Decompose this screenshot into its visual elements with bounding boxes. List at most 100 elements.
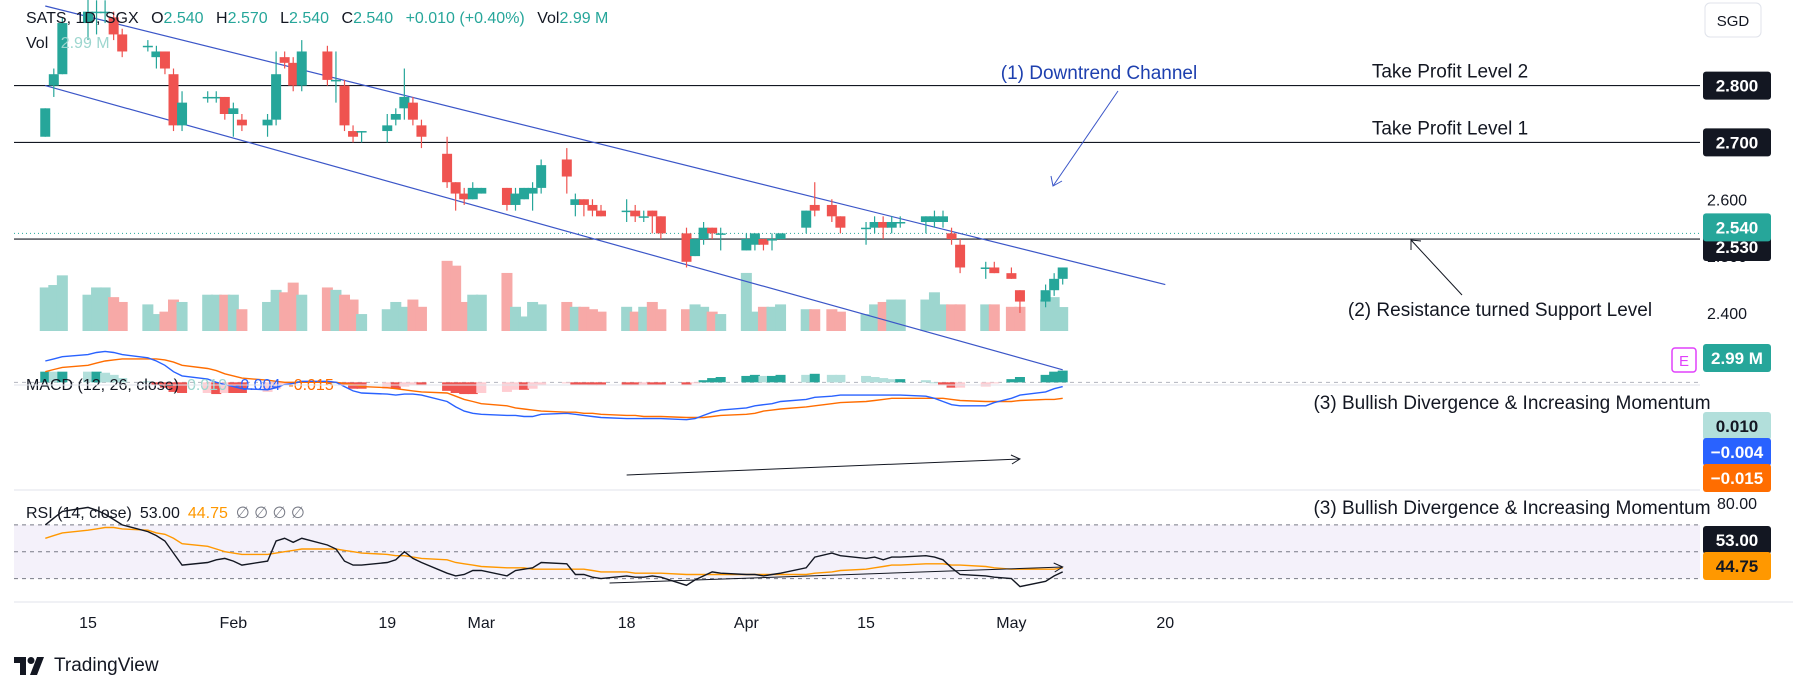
price-tick-label: 2.600 [1707,192,1747,209]
rsi-ma-badge-label: 44.75 [1716,557,1759,576]
candle-body [339,85,350,126]
candle-body [416,125,427,137]
candle-body [390,114,401,120]
macd-histogram-bar [91,371,102,383]
candle-body [151,51,162,58]
candle-body [920,216,931,222]
macd-value-badge: −0.004 [1703,438,1771,466]
macd-arrow-head [1010,454,1022,465]
macd-histogram-bar [655,382,666,385]
tradingview-logo[interactable]: TradingView [14,655,159,677]
volume-bar [638,306,650,331]
candle-body [142,45,153,48]
macd-histogram-bar [40,371,51,383]
volume-bar [928,292,940,331]
time-tick-label: 19 [378,615,396,632]
time-tick-label: Mar [468,615,496,632]
volume-bar [142,304,154,331]
volume-bar [82,294,94,331]
candle-body [100,11,111,14]
annotation-resistance-support[interactable]: (2) Resistance turned Support Level [1348,300,1652,321]
candle-body [715,233,726,235]
macd-histogram-bar [48,371,59,383]
rsi-arrow-head [1053,562,1064,573]
volume-bar [681,309,692,331]
candle-body [775,233,786,240]
candle-body [561,159,572,177]
macd-histogram-bar [117,378,128,383]
candle-body [279,57,290,63]
tradingview-logo-icon [14,657,44,675]
volume-bar [706,311,718,331]
candle-body [228,108,239,114]
candle-body [108,17,119,35]
volume-bar [458,301,470,331]
volume-bar [1048,297,1060,331]
volume-bar [150,314,162,331]
volume-bar [800,309,812,331]
macd-histogram-bar [151,382,162,385]
last-price-badge-label: 2.540 [1716,218,1759,237]
volume-bar [321,287,333,331]
legend-line: SATS, 1D, SGX O2.540 H2.570 L2.540 C2.54… [26,10,608,27]
volume-bar [535,304,547,331]
candle-body [322,51,333,80]
candle-body [450,182,461,194]
macd-hist-badge: 0.010 [1703,412,1771,440]
price-tick-label: 2.400 [1707,306,1747,323]
candle-body [638,216,649,218]
volume-bar [510,306,521,331]
macd-histogram-bar [989,382,1000,384]
volume-bar [1040,299,1052,331]
annotation-macd-divergence[interactable]: (3) Bullish Divergence & Increasing Mome… [1313,393,1710,414]
earnings-marker[interactable]: E [1671,347,1697,373]
macd-histogram-bar [596,382,606,386]
volume-bar [937,304,949,331]
rsi-line [44,506,1063,588]
volume-bar [407,299,419,331]
candle-body [262,119,273,126]
volume-bar [621,306,633,331]
annotation-arrow-head-resistance [1410,239,1422,250]
volume-bar [946,304,958,331]
volume-bar [569,306,581,331]
channel-lower-line[interactable] [45,85,1063,371]
volume-bar [381,309,393,331]
candle-body [749,233,760,245]
candle-body [946,233,957,240]
candle-body [399,96,410,109]
macd-histogram-bar [621,382,632,386]
candle-body [407,102,418,120]
candle-body [655,216,666,234]
annotation-rsi-divergence[interactable]: (3) Bullish Divergence & Increasing Mome… [1313,498,1710,519]
macd-divergence-arrow[interactable] [626,458,1020,476]
macd-histogram-bar [236,382,247,393]
macd-histogram-bar [202,382,213,393]
volume-bar [646,301,658,331]
volume-bar [450,265,462,331]
macd-histogram-bar [399,382,410,387]
volume-bar [287,282,299,331]
volume-bar [655,309,667,331]
rsi-tick-label: 80.00 [1717,496,1757,513]
volume-bar [347,299,359,331]
volume-bar [296,294,308,331]
volume-bar [279,292,291,331]
macd-signal-line [45,358,1063,419]
candle-body [980,267,991,269]
macd-histogram-bar [681,382,692,385]
channel-upper-line[interactable] [45,5,1166,286]
volume-bar [988,304,1000,331]
volume-bar [826,309,838,331]
currency-button[interactable]: SGD [1704,2,1762,38]
annotation-downtrend-channel[interactable]: (1) Downtrend Channel [1001,63,1197,84]
rsi-divergence-arrow[interactable] [609,566,1063,584]
time-tick-label: 20 [1156,615,1174,632]
macd-histogram-bar [758,375,769,383]
volume-bar [39,287,51,331]
candle-body [510,193,521,205]
candle-body [536,165,547,188]
level-price-badge-label: 2.700 [1716,133,1759,152]
macd-histogram-bar [279,382,290,385]
candle-body [826,204,837,217]
